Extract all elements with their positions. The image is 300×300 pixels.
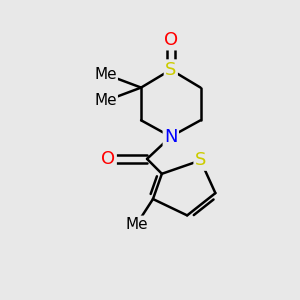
Text: S: S (165, 61, 176, 79)
Text: N: N (164, 128, 178, 146)
Text: S: S (195, 152, 206, 169)
Text: Me: Me (94, 94, 117, 109)
Text: O: O (101, 150, 116, 168)
Text: Me: Me (125, 217, 148, 232)
Text: O: O (164, 31, 178, 49)
Text: Me: Me (94, 67, 117, 82)
